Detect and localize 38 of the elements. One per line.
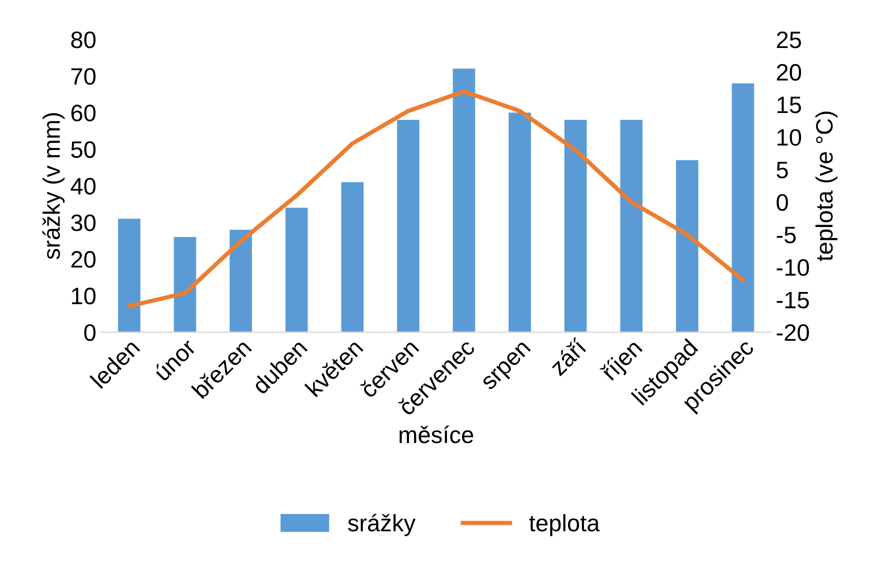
bar xyxy=(341,182,364,332)
y2-axis-title: teplota (ve °C) xyxy=(815,112,838,262)
bar xyxy=(620,120,643,332)
bar xyxy=(676,160,698,332)
y-axis-title: srážky (v mm) xyxy=(42,113,65,260)
y2-tick-label: 5 xyxy=(776,162,788,178)
x-tick-label: září xyxy=(548,336,588,376)
y2-tick-label: -5 xyxy=(776,226,796,244)
legend-label: srážky xyxy=(348,514,416,536)
y-tick-label: 50 xyxy=(71,141,96,158)
x-axis-title: měsíce xyxy=(400,426,474,444)
y-tick-label: 20 xyxy=(71,251,96,268)
y-tick-label: 80 xyxy=(71,31,96,48)
y2-tick-label: -20 xyxy=(776,324,809,341)
bar xyxy=(118,218,140,332)
bar xyxy=(452,68,476,332)
bar xyxy=(397,120,420,332)
y-tick-label: 30 xyxy=(71,214,96,232)
y2-tick-label: 0 xyxy=(776,194,788,211)
bar xyxy=(564,120,587,332)
y2-tick-label: -15 xyxy=(776,292,809,308)
bar xyxy=(174,237,196,332)
y-tick-label: 70 xyxy=(71,68,96,85)
bar xyxy=(230,230,252,332)
y-tick-label: 10 xyxy=(72,288,96,304)
y2-tick-label: 15 xyxy=(778,96,802,114)
y-tick-label: 60 xyxy=(71,104,96,122)
y-tick-label: 40 xyxy=(70,178,96,195)
bar xyxy=(285,208,308,332)
y-tick-label: 0 xyxy=(84,324,96,341)
y2-tick-label: 25 xyxy=(776,31,802,48)
bar xyxy=(508,112,531,332)
y2-tick-label: 10 xyxy=(778,129,802,146)
legend-label: teplota xyxy=(529,514,600,536)
y2-tick-label: 20 xyxy=(776,64,802,81)
line-series xyxy=(127,89,746,308)
y2-tick-label: -10 xyxy=(776,259,809,276)
bar xyxy=(732,83,754,332)
